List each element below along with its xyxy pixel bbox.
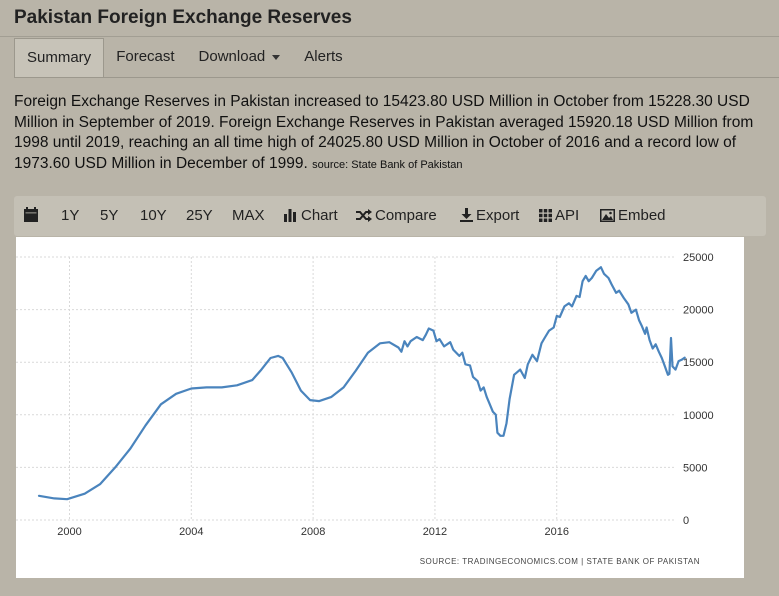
title-divider	[0, 36, 779, 37]
range-max-button[interactable]: MAX	[232, 207, 265, 224]
tab-download-label: Download	[198, 48, 266, 65]
tab-summary[interactable]: Summary	[14, 38, 105, 78]
x-tick-label: 2004	[179, 526, 203, 538]
range-10y-button[interactable]: 10Y	[140, 207, 167, 224]
api-button[interactable]: API	[539, 196, 579, 236]
tab-forecast[interactable]: Forecast	[104, 38, 186, 78]
y-tick-label: 20000	[683, 305, 714, 317]
embed-button-label: Embed	[618, 207, 666, 224]
tab-summary-label: Summary	[27, 49, 92, 66]
tabs-divider	[14, 77, 779, 78]
summary-description: Foreign Exchange Reserves in Pakistan in…	[14, 92, 766, 175]
range-5y-button[interactable]: 5Y	[100, 207, 119, 224]
tab-alerts-label: Alerts	[304, 48, 343, 65]
x-tick-label: 2008	[301, 526, 325, 538]
summary-text: Foreign Exchange Reserves in Pakistan in…	[14, 93, 754, 172]
export-button-label: Export	[476, 207, 520, 224]
api-button-label: API	[555, 207, 580, 224]
chart-button[interactable]: Chart	[284, 196, 338, 236]
y-tick-label: 0	[683, 515, 689, 527]
download-icon	[460, 208, 473, 222]
y-tick-label: 25000	[683, 252, 714, 264]
range-25y-button[interactable]: 25Y	[186, 207, 213, 224]
chart-area: 0 5000 10000 15000 20000 25000 2000 2004 2008 201…	[16, 237, 744, 578]
compare-button[interactable]: Compare	[356, 196, 437, 236]
image-icon	[600, 209, 615, 222]
y-tick-label: 10000	[683, 410, 714, 422]
y-tick-label: 15000	[683, 357, 714, 369]
tab-alerts[interactable]: Alerts	[292, 38, 354, 78]
tab-download[interactable]: Download	[187, 38, 293, 78]
page-title: Pakistan Foreign Exchange Reserves	[14, 7, 352, 28]
calendar-button[interactable]	[24, 196, 41, 236]
bar-chart-icon	[284, 209, 296, 222]
source-note: source: State Bank of Pakistan	[312, 158, 463, 171]
tab-forecast-label: Forecast	[116, 48, 175, 65]
series-line	[37, 266, 686, 501]
shuffle-icon	[356, 209, 372, 222]
export-button[interactable]: Export	[460, 196, 519, 236]
compare-button-label: Compare	[375, 207, 437, 224]
caret-down-icon	[272, 54, 281, 60]
range-1y-button[interactable]: 1Y	[61, 207, 80, 224]
chart-source-note: SOURCE: TRADINGECONOMICS.COM | STATE BAN…	[420, 557, 700, 566]
calendar-icon	[24, 207, 38, 222]
tab-bar: Summary Forecast Download Alerts	[14, 38, 355, 78]
x-tick-label: 2000	[57, 526, 81, 538]
grid-icon	[539, 209, 552, 222]
x-tick-label: 2016	[545, 526, 569, 538]
y-tick-label: 5000	[683, 462, 707, 474]
line-chart: 0 5000 10000 15000 20000 25000 2000 2004 2008 201…	[16, 252, 714, 566]
chart-toolbar: 1Y 5Y 10Y 25Y MAX Chart Compare Export A…	[14, 196, 766, 236]
embed-button[interactable]: Embed	[600, 196, 666, 236]
chart-button-label: Chart	[301, 207, 338, 224]
x-tick-label: 2012	[423, 526, 447, 538]
